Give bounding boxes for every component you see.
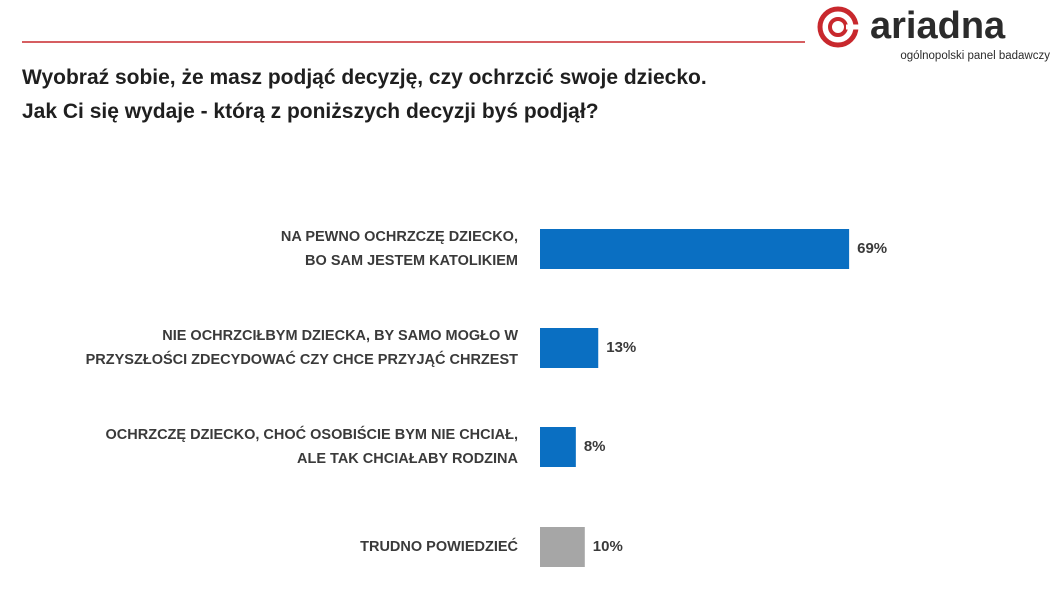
category-label: NA PEWNO OCHRZCZĘ DZIECKO, BO SAM JESTEM …: [281, 229, 518, 269]
brand-tagline: ogólnopolski panel badawczy: [900, 50, 1050, 62]
category-label: TRUDNO POWIEDZIEĆ: [360, 537, 518, 555]
brand-name: ariadna: [870, 5, 1006, 47]
logo-icon: [817, 6, 860, 48]
bar: [540, 229, 850, 269]
bar: [540, 527, 585, 567]
bar: [540, 328, 599, 368]
value-label: 10%: [593, 538, 623, 555]
value-label: 69%: [857, 240, 887, 257]
value-label: 13%: [606, 339, 636, 356]
value-label: 8%: [584, 438, 606, 455]
chart-title: Wyobraź sobie, że masz podjąć decyzję, c…: [22, 66, 707, 123]
category-label: OCHRZCZĘ DZIECKO, CHOĆ OSOBIŚCIE BYM NIE…: [106, 425, 519, 467]
bar: [540, 427, 576, 467]
category-label: NIE OCHRZCIŁBYM DZIECKA, BY SAMO MOGŁO W…: [86, 328, 519, 368]
